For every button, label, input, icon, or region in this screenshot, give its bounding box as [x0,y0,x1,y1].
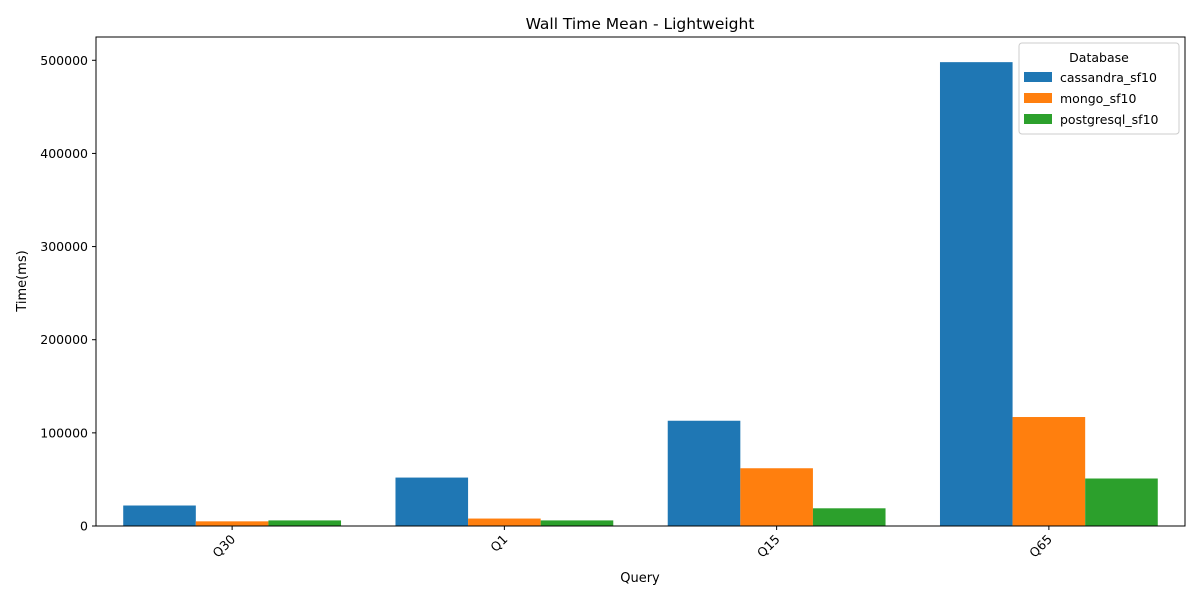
bar-mongo_sf10-Q65 [1012,417,1086,526]
legend-swatch-cassandra_sf10 [1024,72,1052,82]
legend-swatch-postgresql_sf10 [1024,114,1052,124]
bar-mongo_sf10-Q15 [740,468,813,526]
y-axis-label: Time(ms) [15,250,30,312]
x-axis: Q30 Q1 Q15 Q65 [209,526,1055,560]
bar-cassandra_sf10-Q15 [667,420,741,526]
legend-box [1018,42,1180,135]
bar-cassandra_sf10-Q1 [395,477,469,526]
chart-title: Wall Time Mean - Lightweight [526,15,755,33]
legend-title: Database [1069,50,1129,65]
x-tick-label: Q65 [1026,532,1055,561]
bar-cassandra_sf10-Q30 [123,505,196,526]
y-tick-label: 500000 [40,53,88,68]
y-tick-label: 0 [80,519,88,534]
x-tick-label: Q30 [209,531,238,560]
y-tick-label: 200000 [40,332,88,347]
x-tick-label: Q1 [487,532,510,555]
plot-frame [95,36,1186,527]
legend-swatch-mongo_sf10 [1024,93,1052,103]
bars-group [123,62,1158,527]
legend: Database cassandra_sf10 mongo_sf10 postgres… [1018,42,1180,135]
bar-cassandra_sf10-Q65 [939,62,1013,527]
x-tick-label: Q15 [754,532,783,561]
y-tick-label: 300000 [40,239,88,254]
y-axis: 0 100000 200000 300000 400000 500000 [40,53,96,534]
y-tick-label: 400000 [40,146,88,161]
legend-label-postgresql_sf10: postgresql_sf10 [1060,112,1159,127]
legend-label-cassandra_sf10: cassandra_sf10 [1060,70,1157,85]
legend-label-mongo_sf10: mongo_sf10 [1060,91,1136,106]
bar-postgresql_sf10-Q65 [1085,478,1158,526]
y-tick-label: 100000 [40,425,88,440]
bar-postgresql_sf10-Q1 [540,520,614,526]
bar-postgresql_sf10-Q15 [812,508,886,526]
x-axis-label: Query [620,571,660,586]
bar-mongo_sf10-Q30 [195,521,269,526]
bar-mongo_sf10-Q1 [468,518,541,526]
bar-postgresql_sf10-Q30 [268,520,342,526]
